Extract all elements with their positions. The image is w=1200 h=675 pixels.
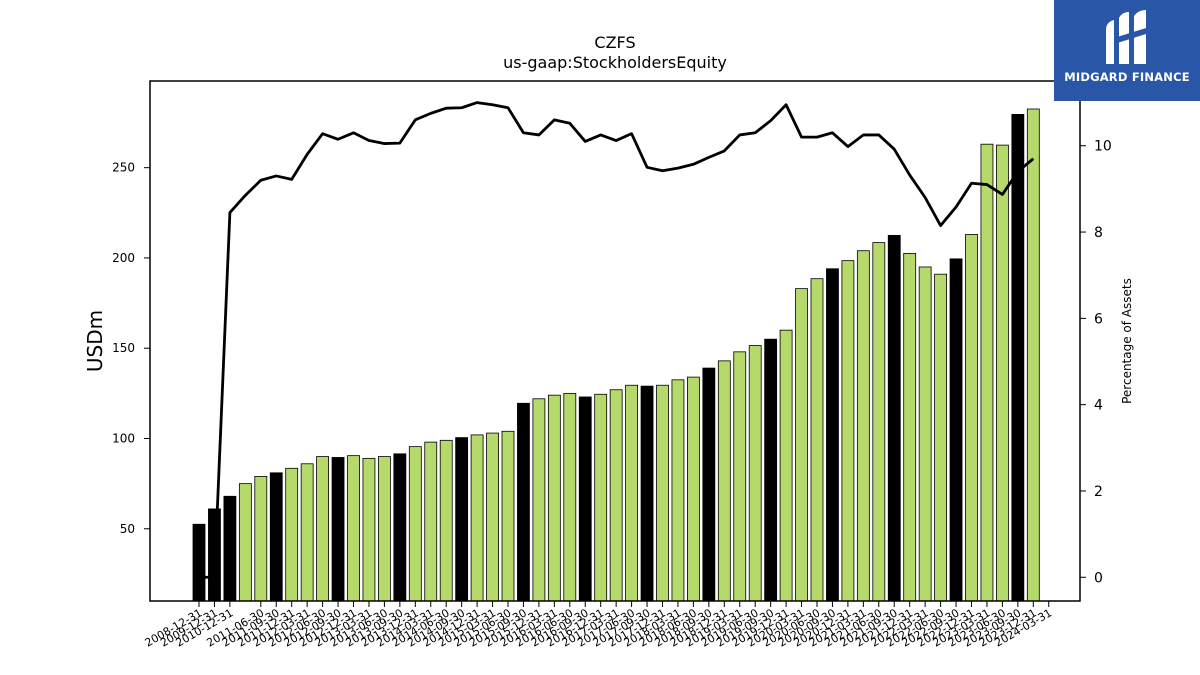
bar [795, 288, 808, 602]
bar [625, 384, 638, 602]
bar [996, 144, 1009, 602]
bar [501, 430, 515, 602]
y2-axis-ticks: 0 2 4 6 8 10 [1080, 139, 1112, 586]
bar [347, 455, 360, 602]
y2-tick-label: 10 [1094, 139, 1112, 155]
y2-tick-label: 8 [1094, 225, 1103, 241]
bar [702, 367, 716, 602]
bar [192, 523, 206, 602]
y-tick-label: 250 [112, 161, 135, 175]
bar [717, 360, 731, 602]
plot-frame [149, 80, 1081, 602]
y-axis-ticks: 50 100 150 200 250 [112, 161, 150, 536]
bar [254, 476, 268, 602]
bar [300, 463, 314, 602]
bar [1011, 114, 1025, 602]
y-tick-label: 100 [112, 432, 135, 446]
bars-group [192, 108, 1040, 602]
bar [362, 457, 376, 602]
bar [980, 143, 994, 602]
bar [470, 434, 484, 602]
chart-title: CZFS [594, 33, 635, 52]
bar [517, 402, 530, 602]
bar [687, 376, 700, 602]
y2-tick-label: 2 [1094, 484, 1103, 500]
bar [486, 432, 499, 602]
line-group [199, 101, 1035, 579]
bar [887, 234, 901, 602]
bar [269, 472, 283, 602]
bar [223, 495, 237, 602]
chart-subtitle: us-gaap:StockholdersEquity [503, 53, 727, 72]
bar [918, 266, 932, 602]
bar [393, 453, 407, 602]
bar [764, 338, 778, 602]
bar [377, 456, 391, 602]
bar [424, 441, 438, 602]
bar [779, 329, 793, 602]
bar [578, 396, 592, 602]
brand-name: MIDGARD FINANCE [1064, 70, 1190, 84]
bar [532, 398, 546, 602]
y2-tick-label: 6 [1094, 311, 1103, 327]
y2-tick-label: 0 [1094, 570, 1103, 586]
bar [903, 253, 917, 602]
bar [640, 385, 654, 602]
y2-tick-label: 4 [1094, 398, 1103, 414]
bar [826, 268, 839, 602]
bar [594, 393, 608, 602]
bar [733, 351, 747, 602]
y-axis-label: USDm [83, 310, 107, 372]
bar [841, 260, 855, 602]
bar [285, 467, 299, 602]
bar [1026, 108, 1040, 602]
bar [934, 273, 947, 602]
bar [949, 258, 963, 602]
bar [408, 446, 422, 602]
percentage-line [199, 101, 1035, 579]
bar [872, 242, 886, 602]
bar [810, 278, 824, 602]
bar [547, 394, 561, 602]
bar [856, 250, 870, 602]
y-tick-label: 50 [120, 522, 135, 536]
bar [455, 437, 469, 602]
bar [331, 457, 345, 602]
bar [439, 439, 453, 602]
x-axis-ticks: 2008-12-312009-12-312010-12-312011-06-30… [143, 601, 1054, 650]
bar [316, 456, 330, 602]
y-tick-label: 150 [112, 341, 135, 355]
y-tick-label: 200 [112, 251, 135, 265]
bar [563, 392, 577, 602]
midgard-logo-icon [1106, 10, 1146, 64]
bar [609, 389, 623, 602]
y2-axis-label: Percentage of Assets [1120, 278, 1134, 404]
brand-logo: MIDGARD FINANCE [1054, 0, 1200, 101]
bar [748, 345, 762, 602]
bar [656, 384, 669, 602]
bar [671, 379, 685, 602]
bar [965, 234, 978, 602]
bar [238, 483, 252, 602]
